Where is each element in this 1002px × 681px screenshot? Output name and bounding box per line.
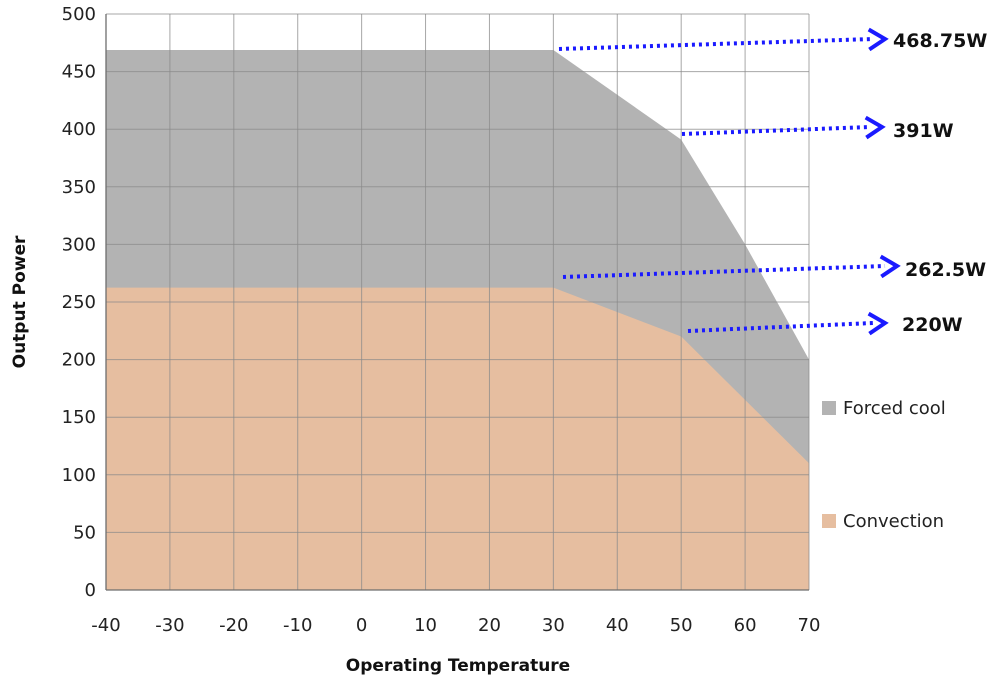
y-tick-label: 350 <box>62 177 96 198</box>
y-tick-label: 0 <box>85 580 96 601</box>
x-tick-label: 50 <box>670 615 693 636</box>
x-tick-label: -30 <box>155 615 184 636</box>
axis-layer: -40 -30 -20 -10 0 10 20 30 40 50 60 70 0 50 100 150 200 2… <box>62 4 821 636</box>
annotation-label: 220W <box>902 314 963 336</box>
y-tick-label: 300 <box>62 234 96 255</box>
y-tick-label: 100 <box>62 465 96 486</box>
x-tick-label: -20 <box>219 615 248 636</box>
y-axis-title: Output Power <box>10 235 30 368</box>
annotation-arrowhead <box>867 311 889 336</box>
annotation-arrow-line <box>558 37 874 51</box>
y-tick-label: 50 <box>73 522 96 543</box>
y-tick-label: 450 <box>62 62 96 83</box>
y-tick-label: 150 <box>62 407 96 428</box>
y-tick-label: 200 <box>62 350 96 371</box>
y-tick-label: 500 <box>62 4 96 25</box>
x-tick-label: 40 <box>606 615 629 636</box>
annotation-label: 262.5W <box>905 259 986 281</box>
x-tick-label: 60 <box>734 615 757 636</box>
x-axis-title: Operating Temperature <box>346 656 570 676</box>
x-tick-label: 0 <box>356 615 367 636</box>
annotation-arrow-line <box>687 321 874 333</box>
annotation-label: 468.75W <box>893 30 987 52</box>
legend-label-convection: Convection <box>843 511 944 532</box>
legend-swatch-convection <box>822 514 836 528</box>
x-tick-label: 10 <box>414 615 437 636</box>
annotation-arrowhead <box>867 27 889 52</box>
x-tick-label: 70 <box>798 615 821 636</box>
annotation-label: 391W <box>893 120 954 142</box>
x-tick-label: 20 <box>478 615 501 636</box>
series-layer <box>106 50 809 590</box>
annotation-arrowhead <box>879 254 901 279</box>
legend: Forced cool Convection <box>822 398 946 532</box>
legend-label-forced-cool: Forced cool <box>843 398 946 419</box>
y-tick-label: 400 <box>62 119 96 140</box>
y-tick-label: 250 <box>62 292 96 313</box>
annotation-arrowhead <box>864 115 886 140</box>
x-tick-label: -40 <box>91 615 120 636</box>
x-tick-label: -10 <box>283 615 312 636</box>
annotation-layer: 468.75W 391W 262.5W 220W <box>558 27 987 336</box>
annotation-arrow-line <box>562 264 886 279</box>
legend-swatch-forced-cool <box>822 401 836 415</box>
grid-layer <box>105 13 810 591</box>
area-convection <box>106 287 809 590</box>
x-tick-label: 30 <box>542 615 565 636</box>
annotation-arrow-line <box>681 125 871 136</box>
